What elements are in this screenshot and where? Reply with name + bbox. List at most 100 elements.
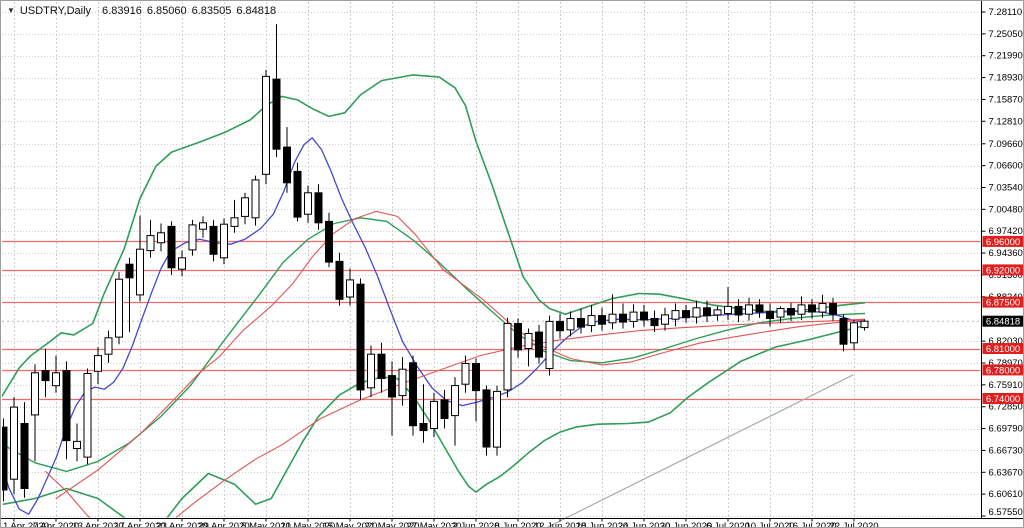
candle [314, 192, 323, 224]
candle [94, 355, 102, 372]
red-ma-slow-line [44, 318, 866, 518]
chart-title: ▼ USDTRY,Daily 6.83916 6.85060 6.83505 6… [7, 5, 276, 17]
price-tick-label: 7.28110 [989, 7, 1023, 18]
candle [629, 311, 638, 322]
bollinger-lower-line [2, 324, 866, 518]
price-level-label: 6.78000 [982, 364, 1023, 376]
candle [430, 400, 438, 429]
date-tick-label: 23 Apr 2020 [156, 521, 207, 528]
candle [776, 308, 785, 318]
candle [346, 279, 354, 298]
date-tick-label: 7 Apr 2020 [33, 521, 79, 528]
candle [230, 217, 239, 227]
candle [535, 331, 543, 358]
candle [398, 368, 407, 397]
candle [10, 406, 18, 480]
candle [451, 385, 459, 417]
candle [724, 305, 732, 314]
candle [671, 310, 680, 320]
candle [241, 197, 249, 217]
date-tick-label: 22 Jul 2020 [829, 521, 878, 528]
candle [787, 308, 795, 316]
candle [745, 304, 753, 315]
price-level-label: 6.96000 [982, 235, 1023, 248]
candle [304, 192, 312, 215]
candle [20, 423, 29, 489]
chart-menu-icon[interactable]: ▼ [7, 6, 15, 15]
candle [167, 225, 176, 269]
date-tick-label: 15 May 2020 [323, 521, 378, 528]
candle [472, 363, 480, 392]
date-tick-label: 8 Jun 2020 [494, 521, 541, 528]
date-tick-label: 13 Apr 2020 [72, 521, 123, 528]
svg-text:6.96000: 6.96000 [986, 237, 1020, 248]
candle [293, 170, 302, 218]
date-tick-label: 17 Apr 2020 [114, 521, 165, 528]
price-tick-label: 7.03540 [989, 183, 1023, 194]
ohlc-low-value: 6.83505 [191, 5, 232, 17]
candle [524, 333, 533, 349]
date-tick-label: 24 Jun 2020 [618, 521, 670, 528]
date-tick-label: 12 Jun 2020 [534, 521, 586, 528]
ohlc-high-value: 6.85060 [146, 5, 187, 17]
price-tick-label: 6.63670 [989, 467, 1023, 478]
price-tick-label: 6.57550 [989, 507, 1023, 518]
price-tick-label: 7.06600 [989, 161, 1023, 172]
candle [692, 307, 701, 318]
candle [577, 318, 585, 328]
candle [377, 353, 386, 380]
candle [2, 426, 8, 491]
candle [566, 318, 575, 331]
ohlc-open-value: 6.83916 [102, 5, 142, 17]
date-tick-label: 30 Jun 2020 [660, 521, 712, 528]
red-ma-fast-line [55, 210, 866, 500]
date-tick-label: 16 Jul 2020 [787, 521, 836, 528]
candle [514, 323, 522, 351]
candle [115, 278, 123, 338]
candle [251, 179, 260, 219]
price-tick-label: 7.09660 [989, 139, 1023, 150]
candle [388, 375, 396, 398]
candle [713, 309, 722, 316]
trendline[interactable] [546, 374, 854, 528]
candle [556, 320, 564, 332]
date-tick-label: 1 Apr 2020 [3, 521, 49, 528]
candle [31, 372, 39, 416]
candle [419, 423, 428, 432]
candle [104, 337, 113, 355]
candle [598, 315, 606, 325]
grid [2, 2, 982, 519]
date-tick-label: 27 May 2020 [407, 521, 462, 528]
svg-text:6.81000: 6.81000 [986, 344, 1020, 355]
price-tick-label: 6.72850 [989, 402, 1023, 413]
candle [850, 322, 858, 344]
candle [818, 303, 827, 313]
candle [640, 311, 648, 321]
date-tick-label: 5 May 2020 [241, 521, 291, 528]
candle [272, 78, 281, 150]
svg-text:6.78000: 6.78000 [986, 365, 1020, 376]
price-tick-label: 6.60610 [989, 489, 1023, 500]
candle [493, 390, 501, 448]
price-tick-label: 7.21990 [989, 51, 1023, 62]
price-tick-label: 6.94360 [989, 248, 1023, 259]
candle [199, 222, 207, 230]
candle [440, 399, 449, 419]
candle [482, 389, 491, 448]
candle [283, 146, 291, 184]
candle [829, 303, 837, 315]
candle [839, 318, 848, 345]
price-level-label: 6.74000 [982, 393, 1023, 405]
date-tick-label: 29 Apr 2020 [198, 521, 249, 528]
bollinger-middle-line [2, 217, 866, 473]
candle [220, 223, 228, 259]
date-tick-label: 18 Jun 2020 [576, 521, 628, 528]
candle [62, 370, 71, 442]
candle [503, 323, 512, 391]
date-tick-label: 6 Jul 2020 [706, 521, 750, 528]
candle [136, 248, 144, 296]
